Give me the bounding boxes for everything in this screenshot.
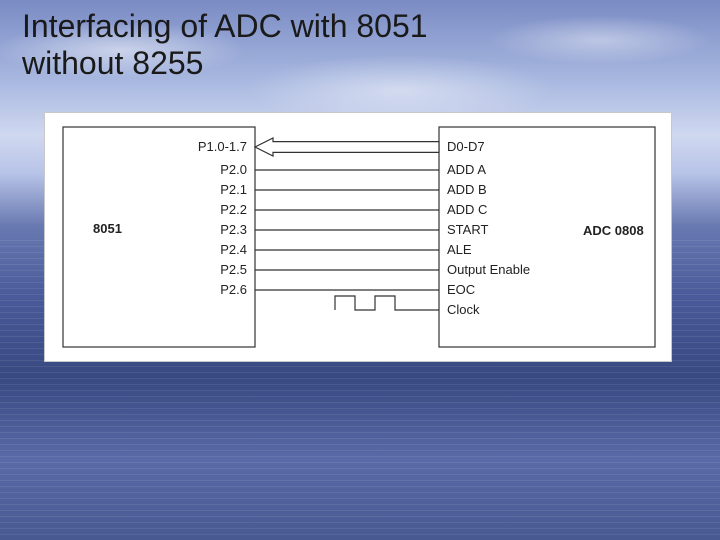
chip-8051-label: 8051 [93, 221, 122, 236]
pin-p2-1: P2.1 [220, 182, 247, 197]
slide-title: Interfacing of ADC with 8051 without 825… [22, 8, 428, 82]
wiring-diagram: 8051 P1.0-1.7 P2.0 P2.1 P2.2 P2.3 P2.4 P2.5 P2.6… [45, 113, 671, 361]
pin-start: START [447, 222, 488, 237]
pin-p2-2: P2.2 [220, 202, 247, 217]
pin-p2-6: P2.6 [220, 282, 247, 297]
chip-8051 [63, 127, 255, 347]
title-line-1: Interfacing of ADC with 8051 [22, 8, 428, 44]
pin-p2-0: P2.0 [220, 162, 247, 177]
diagram-panel: 8051 P1.0-1.7 P2.0 P2.1 P2.2 P2.3 P2.4 P2.5 P2.6… [44, 112, 672, 362]
pin-p1-0-1-7: P1.0-1.7 [198, 139, 247, 154]
pin-d0-d7: D0-D7 [447, 139, 485, 154]
title-line-2: without 8255 [22, 45, 203, 81]
pin-p2-4: P2.4 [220, 242, 247, 257]
clock-signal [335, 296, 439, 310]
pin-p2-5: P2.5 [220, 262, 247, 277]
pin-output-enable: Output Enable [447, 262, 530, 277]
pin-p2-3: P2.3 [220, 222, 247, 237]
chip-adc0808-label: ADC 0808 [583, 223, 644, 238]
pin-clock: Clock [447, 302, 480, 317]
pin-ale: ALE [447, 242, 472, 257]
pin-add-a: ADD A [447, 162, 486, 177]
pin-add-b: ADD B [447, 182, 487, 197]
pin-add-c: ADD C [447, 202, 487, 217]
data-bus-arrow [255, 138, 439, 156]
pin-eoc: EOC [447, 282, 475, 297]
